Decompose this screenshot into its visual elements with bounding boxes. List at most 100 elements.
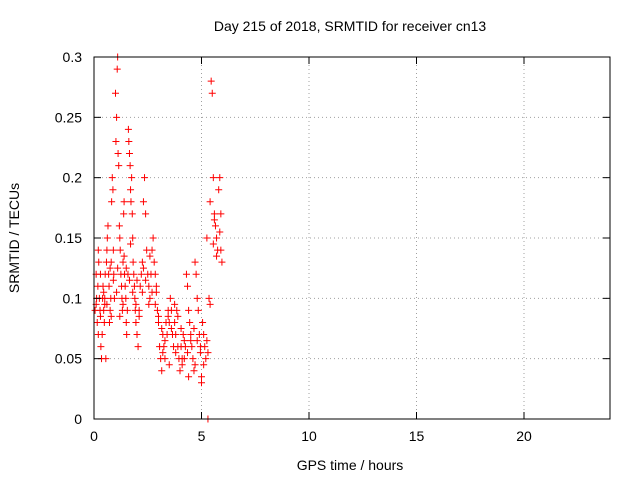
data-point (167, 325, 175, 332)
data-point (182, 270, 190, 278)
data-point (191, 258, 199, 266)
data-point (129, 288, 137, 296)
data-point (137, 270, 145, 278)
data-point (153, 306, 161, 314)
data-point (188, 343, 196, 351)
data-point (125, 137, 133, 145)
data-point (192, 270, 200, 278)
data-point (180, 337, 188, 345)
data-point (113, 65, 121, 73)
data-point (178, 361, 186, 369)
y-axis-label: SRMTID / TECUs (6, 183, 22, 293)
data-point (120, 198, 128, 206)
data-point (208, 89, 216, 97)
data-point (139, 198, 147, 206)
data-point (185, 373, 193, 381)
data-point (158, 367, 166, 375)
grid-lines (94, 57, 610, 419)
data-point (116, 246, 124, 254)
data-point (173, 306, 181, 314)
data-point (205, 294, 213, 302)
data-point (193, 337, 201, 345)
data-point (159, 349, 167, 357)
data-point (184, 349, 192, 357)
data-point (217, 210, 225, 218)
data-point (123, 306, 131, 314)
data-point (217, 246, 225, 254)
data-point (184, 282, 192, 290)
data-point (135, 306, 143, 314)
data-point (211, 222, 219, 230)
data-point (185, 306, 193, 314)
data-point (109, 246, 117, 254)
data-point (151, 270, 159, 278)
data-point (145, 300, 153, 308)
data-point (164, 312, 172, 320)
data-point (206, 198, 214, 206)
data-point (106, 306, 114, 314)
data-point (146, 252, 154, 260)
data-point (133, 276, 141, 284)
data-point (112, 137, 120, 145)
data-point (123, 331, 131, 339)
data-point (194, 306, 202, 314)
y-tick-label: 0.15 (55, 230, 82, 246)
data-point (218, 258, 226, 266)
data-point (193, 294, 201, 302)
x-tick-label: 10 (301, 428, 317, 444)
data-point (113, 113, 121, 121)
data-point (206, 300, 214, 308)
data-series (91, 53, 226, 423)
data-point (200, 331, 208, 339)
data-point (128, 174, 136, 182)
data-point (201, 343, 209, 351)
data-point (114, 264, 122, 272)
data-point (189, 355, 197, 363)
data-point (101, 294, 109, 302)
data-point (203, 234, 211, 242)
data-point (196, 349, 204, 357)
data-point (93, 318, 101, 326)
data-point (145, 282, 153, 290)
data-point (174, 312, 182, 320)
data-point (171, 318, 179, 326)
data-point (108, 174, 116, 182)
data-point (138, 288, 146, 296)
data-point (215, 186, 223, 194)
data-point (209, 240, 217, 248)
data-point (105, 318, 113, 326)
data-point (122, 294, 130, 302)
data-point (94, 246, 102, 254)
data-point (109, 276, 117, 284)
data-point (199, 318, 207, 326)
data-point (133, 331, 141, 339)
data-point (142, 210, 150, 218)
data-point (216, 174, 224, 182)
data-point (166, 294, 174, 302)
data-point (120, 210, 128, 218)
data-point (110, 294, 118, 302)
data-point (97, 343, 105, 351)
data-point (209, 174, 217, 182)
data-point (107, 258, 115, 266)
chart-title: Day 215 of 2018, SRMTID for receiver cn1… (214, 18, 487, 34)
data-point (176, 367, 184, 375)
data-point (108, 198, 116, 206)
data-point (161, 355, 169, 363)
data-point (161, 337, 169, 345)
data-point (94, 331, 102, 339)
data-point (198, 379, 205, 387)
data-point (187, 331, 195, 339)
data-point (116, 234, 124, 242)
data-point (165, 361, 173, 369)
data-point (172, 349, 180, 357)
data-point (210, 210, 218, 218)
data-point (186, 318, 194, 326)
data-point (146, 294, 154, 302)
data-point (177, 325, 185, 332)
data-point (127, 186, 135, 194)
data-point (132, 318, 140, 326)
data-point (116, 312, 124, 320)
data-point (172, 331, 180, 339)
data-point (171, 300, 179, 308)
